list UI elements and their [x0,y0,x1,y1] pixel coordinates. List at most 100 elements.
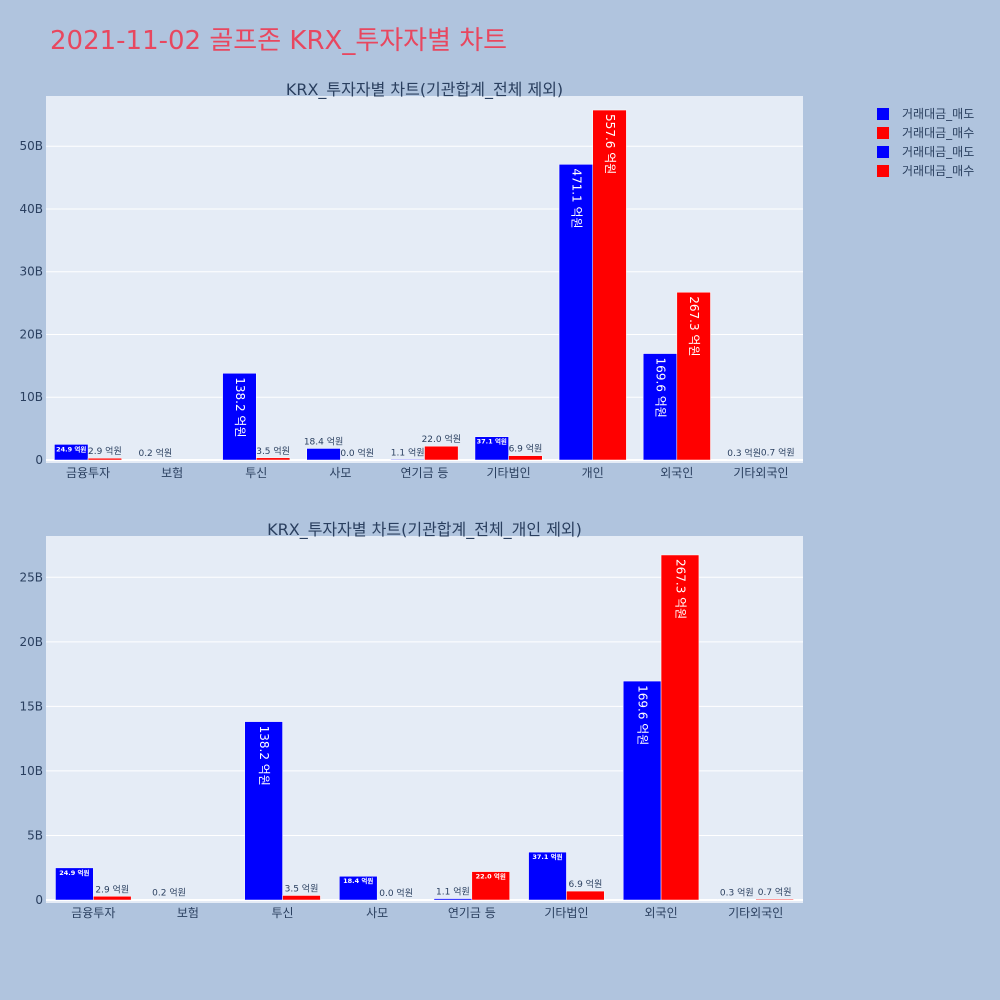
bar-value-label: 1.1 억원 [391,446,425,458]
buy-bar [424,445,459,461]
legend-swatch [877,108,889,120]
bar-value-label: 37.1 억원 [532,852,562,861]
y-tick-label: 0 [35,453,43,467]
buy-bar [660,554,700,901]
buy-bar [755,898,794,901]
y-tick-label: 5B [27,828,43,842]
y-tick-label: 15B [19,699,43,713]
y-tick-label: 30B [19,265,43,279]
bar-value-label: 0.2 억원 [152,887,186,899]
sell-bar [528,851,567,901]
x-tick-label: 기타외국인 [733,466,788,480]
x-tick-label: 투신 [245,466,267,480]
bar-value-label: 18.4 억원 [304,435,343,447]
bar-value-label: 0.7 억원 [758,886,792,898]
legend-swatch [877,165,889,177]
legend-label: 거래대금_매도 [902,145,974,159]
bar-value-label: 3.5 억원 [285,882,319,894]
sell-bar [558,164,593,461]
buy-bar [508,455,543,461]
sell-bar [339,875,378,901]
x-tick-label: 투신 [272,906,294,920]
sell-bar [306,448,341,461]
x-tick-label: 외국인 [660,466,693,480]
y-tick-label: 40B [19,202,43,216]
buy-bar [282,895,321,901]
x-tick-label: 금융투자 [66,466,110,480]
x-tick-label: 사모 [366,906,388,920]
legend-label: 거래대금_매도 [902,107,974,121]
x-tick-label: 기타법인 [544,906,588,920]
x-tick-label: 연기금 등 [448,906,496,920]
bar-value-label: 267.3 억원 [687,296,701,356]
bar-value-label: 18.4 억원 [343,876,373,885]
legend-label: 거래대금_매수 [902,164,974,178]
sell-bar [390,459,425,461]
bar-value-label: 0.0 억원 [340,447,374,459]
bar-value-label: 2.9 억원 [95,883,129,895]
x-tick-label: 사모 [329,466,351,480]
buy-bar [566,890,605,901]
bar-value-label: 0.0 억원 [379,887,413,899]
bar-value-label: 0.3 억원 [720,887,754,899]
y-tick-label: 10B [19,390,43,404]
y-tick-label: 0 [35,893,43,907]
x-tick-label: 보험 [161,466,183,480]
sell-bar [474,436,509,461]
buy-bar [592,109,627,461]
y-tick-label: 25B [19,570,43,584]
legend-label: 거래대금_매수 [902,126,974,140]
x-tick-label: 외국인 [645,906,678,920]
bar-value-label: 1.1 억원 [436,886,470,898]
bar-value-label: 169.6 억원 [636,685,650,745]
x-tick-label: 금융투자 [71,906,115,920]
chart-title: KRX_투자자별 차트(기관합계_전체_개인 제외) [267,520,582,540]
bar-value-label: 557.6 억원 [603,114,617,174]
bar-value-label: 24.9 억원 [56,444,86,453]
bar-value-label: 138.2 억원 [233,377,247,437]
chart-title: KRX_투자자별 차트(기관합계_전체 제외) [286,80,563,100]
buy-bar [676,291,711,461]
sell-bar [244,721,283,901]
sell-bar [55,867,94,901]
bar-value-label: 22.0 억원 [422,433,461,445]
page-title: 2021-11-02 골프존 KRX_투자자별 차트 [50,26,507,56]
buy-bar [471,871,510,901]
sell-bar [433,898,473,901]
bar-value-label: 37.1 억원 [477,437,507,446]
x-tick-label: 연기금 등 [401,466,449,480]
y-tick-label: 10B [19,764,43,778]
sell-bar [622,680,662,901]
bar-value-label: 22.0 억원 [476,872,506,881]
y-tick-label: 20B [19,635,43,649]
sell-bar [54,444,89,461]
bar-value-label: 6.9 억원 [568,878,602,890]
y-tick-label: 20B [19,327,43,341]
bar-value-label: 0.2 억원 [138,447,172,459]
bar-value-label: 6.9 억원 [509,443,543,455]
bar-value-label: 0.3 억원 [727,447,761,459]
y-tick-label: 50B [19,139,43,153]
bar-value-label: 0.7 억원 [761,447,795,459]
bar-value-label: 471.1 억원 [569,168,583,228]
x-tick-label: 기타법인 [487,466,531,480]
x-tick-label: 기타외국인 [728,906,783,920]
bar-value-label: 267.3 억원 [673,559,687,619]
buy-bar [87,457,122,461]
legend-swatch [877,146,889,158]
chart-excluding-institutions-and-individuals: KRX_투자자별 차트(기관합계_전체_개인 제외) 0 5B 10B 15B 20B 25… [19,520,803,920]
buy-bar [93,896,132,901]
chart-excluding-institutions: KRX_투자자별 차트(기관합계_전체 제외) 0 10B 20B 30B 40B 50B 금… [19,80,803,480]
bar-value-label: 24.9 억원 [59,868,89,877]
buy-bar [256,457,291,461]
bar-value-label: 3.5 억원 [256,445,290,457]
x-tick-label: 보험 [177,906,199,920]
sell-bar [642,353,678,461]
bar-value-label: 169.6 억원 [654,358,668,418]
sell-bar [222,373,257,461]
x-tick-label: 개인 [582,466,604,480]
bar-value-label: 138.2 억원 [257,726,271,786]
bar-value-label: 2.9 억원 [88,445,122,457]
